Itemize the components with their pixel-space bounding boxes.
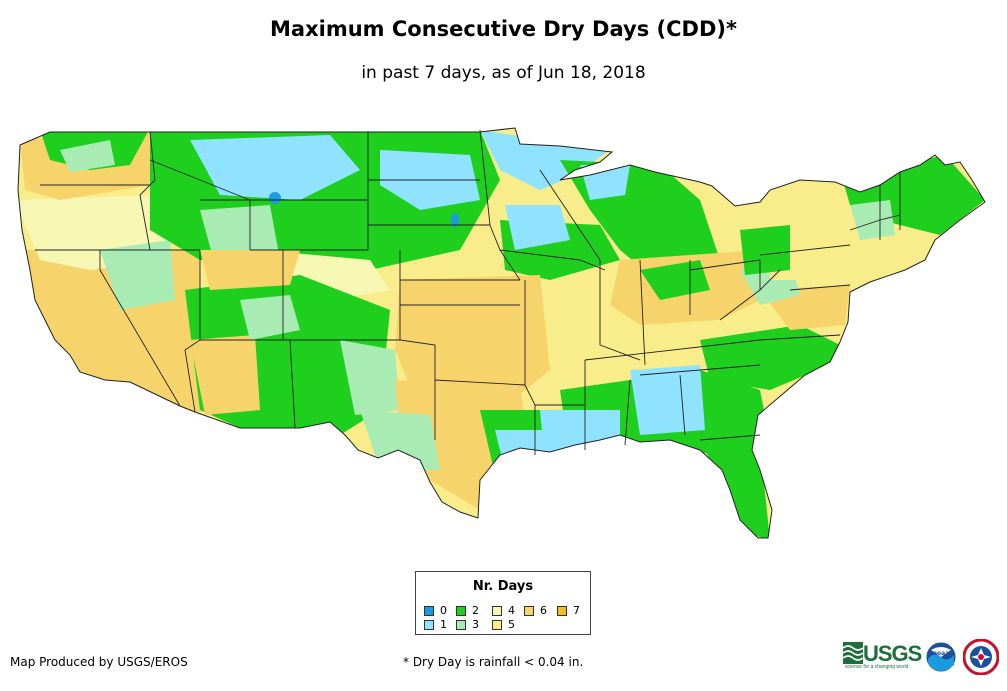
- legend-item-7: 7: [557, 604, 580, 617]
- usgs-tagline: science for a changing world: [845, 664, 909, 670]
- map-footnote: * Dry Day is rainfall < 0.04 in.: [403, 655, 584, 669]
- legend-item-2: 2: [456, 604, 479, 617]
- map-legend: Nr. Days 0 2 4 6 7 1 3 5: [415, 571, 591, 635]
- legend-item-5: 5: [492, 618, 515, 631]
- legend-label-3: 3: [472, 618, 479, 631]
- map-credit: Map Produced by USGS/EROS: [10, 655, 188, 669]
- nws-logo-icon: [963, 639, 999, 675]
- map-subtitle: in past 7 days, as of Jun 18, 2018: [361, 63, 646, 83]
- legend-item-0: 0: [424, 604, 447, 617]
- usgs-wordmark: USGS: [863, 641, 922, 666]
- legend-title: Nr. Days: [472, 579, 534, 594]
- legend-swatch-3: [456, 619, 466, 630]
- legend-item-1: 1: [424, 618, 447, 631]
- legend-item-4: 4: [492, 604, 515, 617]
- legend-label-0: 0: [440, 604, 447, 617]
- legend-item-3: 3: [456, 618, 479, 631]
- usgs-wave-icon: [843, 642, 863, 664]
- cdd-map: [17, 127, 986, 539]
- legend-swatch-5: [492, 619, 502, 630]
- noaa-logo-icon: noaa: [925, 641, 957, 673]
- usgs-logo: USGS science for a changing world: [843, 641, 922, 671]
- legend-label-2: 2: [472, 604, 479, 617]
- legend-swatch-6: [524, 605, 534, 616]
- legend-label-5: 5: [508, 618, 515, 631]
- legend-swatch-2: [456, 605, 466, 616]
- legend-swatch-7: [557, 605, 567, 616]
- legend-item-6: 6: [524, 604, 547, 617]
- map-title: Maximum Consecutive Dry Days (CDD)*: [270, 17, 737, 41]
- legend-swatch-0: [424, 605, 434, 616]
- legend-label-1: 1: [440, 618, 447, 631]
- legend-swatch-1: [424, 619, 434, 630]
- legend-label-4: 4: [508, 604, 515, 617]
- legend-label-6: 6: [540, 604, 547, 617]
- svg-text:noaa: noaa: [933, 650, 950, 657]
- legend-swatch-4: [492, 605, 502, 616]
- legend-label-7: 7: [573, 604, 580, 617]
